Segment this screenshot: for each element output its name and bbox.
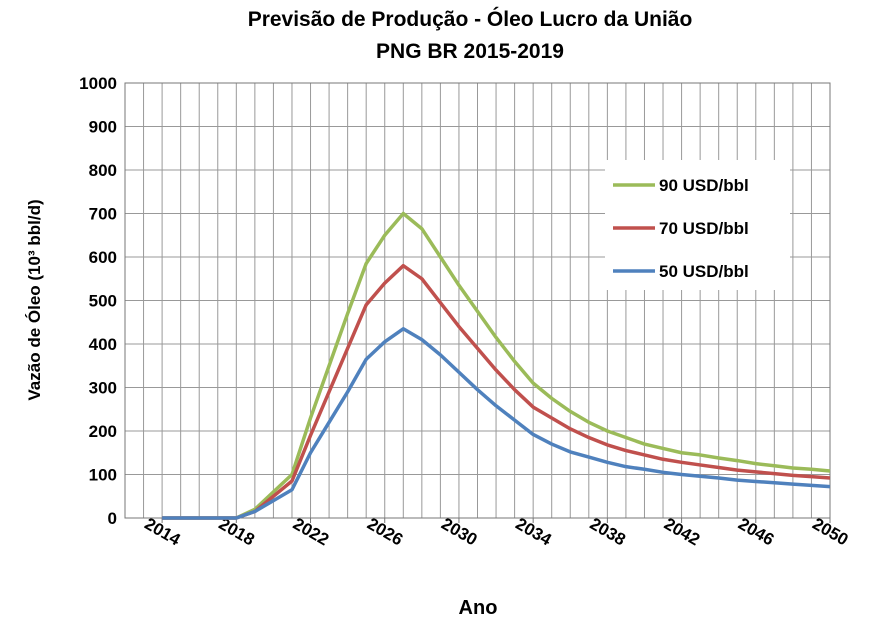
- line-series: [162, 211, 831, 520]
- y-tick-label: 700: [89, 205, 117, 224]
- legend-label: 50 USD/bbl: [659, 262, 749, 281]
- x-axis-label: Ano: [459, 597, 498, 619]
- chart-title: Previsão de Produção - Óleo Lucro da Uni…: [248, 7, 693, 31]
- chart-subtitle: PNG BR 2015-2019: [376, 40, 564, 63]
- legend-label: 90 USD/bbl: [659, 176, 749, 195]
- y-tick-label: 100: [89, 466, 117, 485]
- y-tick-label: 200: [89, 422, 117, 441]
- y-tick-label: 1000: [79, 74, 117, 93]
- y-tick-label: 500: [89, 292, 117, 311]
- y-tick-label: 400: [89, 335, 117, 354]
- x-tick-label: 2034: [512, 514, 555, 550]
- y-tick-label: 800: [89, 161, 117, 180]
- y-tick-label: 900: [89, 118, 117, 137]
- y-axis-label: Vazão de Óleo (10³ bbl/d): [25, 199, 44, 400]
- legend-label: 70 USD/bbl: [659, 219, 749, 238]
- line-series: [162, 263, 831, 520]
- legend-box: [605, 160, 790, 290]
- plot-border: [124, 82, 831, 519]
- line-series: [162, 327, 831, 520]
- y-tick-label: 300: [89, 379, 117, 398]
- y-tick-label: 0: [108, 509, 117, 528]
- y-tick-label: 600: [89, 248, 117, 267]
